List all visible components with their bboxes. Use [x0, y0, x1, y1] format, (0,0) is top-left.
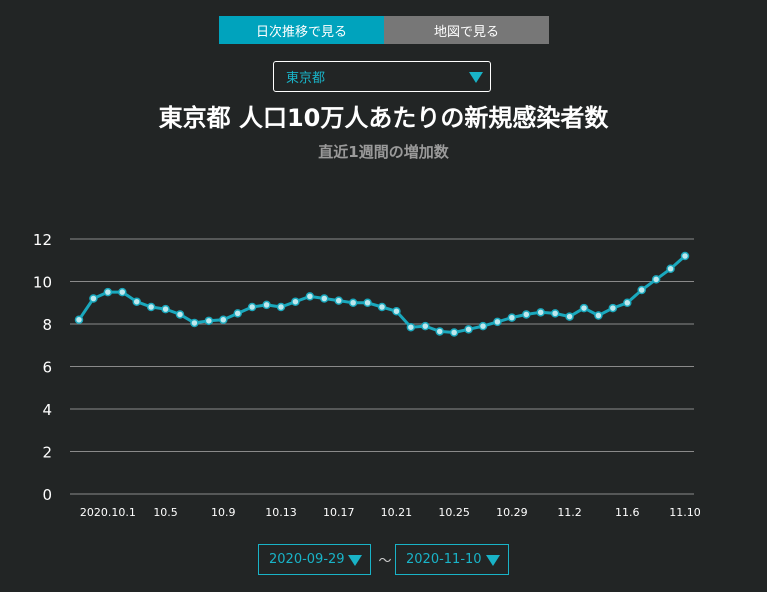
x-tick-label: 10.21: [381, 506, 413, 519]
series-line: [77, 254, 686, 334]
data-point: [377, 302, 387, 312]
x-tick-label: 10.5: [153, 506, 178, 519]
point-layer: [74, 251, 690, 337]
x-tick-label: 11.6: [615, 506, 640, 519]
tab-map[interactable]: 地図で見る: [384, 16, 549, 44]
data-point: [522, 310, 531, 319]
x-tick-label: 10.9: [211, 506, 236, 519]
data-point: [565, 312, 574, 321]
data-point: [637, 285, 646, 295]
series-layer: [77, 254, 686, 334]
data-point: [594, 311, 603, 320]
data-point: [435, 327, 444, 336]
data-point: [493, 317, 502, 327]
x-tick-label: 10.29: [496, 506, 528, 519]
x-axis-ticks: 2020.10.1 10.5 10.9 10.13 10.17 10.21 10.25 10.…: [80, 506, 701, 519]
end-date-select[interactable]: 2020-11-10: [395, 544, 509, 575]
data-point: [305, 292, 315, 301]
data-point: [608, 303, 618, 313]
chart-grid: [70, 238, 694, 495]
range-separator: 〜: [378, 554, 392, 569]
data-point: [579, 303, 589, 313]
data-point: [363, 298, 372, 307]
data-point: [132, 297, 141, 306]
data-point: [550, 309, 560, 318]
data-point: [247, 302, 257, 312]
data-point: [449, 328, 459, 337]
data-point: [680, 251, 690, 261]
data-point: [276, 302, 286, 312]
data-point: [421, 321, 430, 331]
data-point: [507, 313, 517, 322]
x-tick-label: 10.13: [265, 506, 297, 519]
data-point: [464, 325, 473, 334]
data-point: [118, 287, 127, 297]
y-tick-label: 10: [33, 274, 52, 292]
chevron-down-icon: [469, 72, 483, 83]
x-tick-label: 11.2: [557, 506, 582, 519]
y-tick-label: 0: [42, 486, 52, 504]
data-point: [74, 315, 84, 324]
data-point: [89, 294, 98, 303]
data-point: [392, 307, 401, 316]
chart-subtitle: 直近1週間の増加数: [318, 143, 449, 161]
prefecture-select-value: 東京都: [286, 71, 326, 86]
data-point: [175, 310, 185, 319]
y-tick-label: 8: [42, 316, 52, 334]
data-point: [146, 302, 156, 312]
data-point: [651, 275, 661, 284]
data-point: [406, 322, 416, 332]
y-tick-label: 2: [42, 444, 52, 462]
data-point: [190, 318, 199, 328]
data-point: [103, 287, 113, 297]
x-tick-label: 10.25: [438, 506, 470, 519]
tab-daily-trend[interactable]: 日次推移で見る: [219, 16, 384, 44]
data-point: [334, 296, 343, 305]
y-tick-label: 6: [42, 359, 52, 377]
chart-title: 東京都 人口10万人あたりの新規感染者数: [158, 104, 609, 132]
y-axis-ticks: 0 2 4 6 8 10 12: [33, 231, 52, 504]
start-date-select[interactable]: 2020-09-29: [258, 544, 371, 575]
x-tick-label: 11.10: [669, 506, 701, 519]
data-point: [233, 309, 242, 318]
chevron-down-icon: [348, 555, 362, 566]
data-point: [291, 297, 300, 306]
data-point: [320, 294, 329, 303]
chevron-down-icon: [486, 555, 500, 566]
data-point: [204, 316, 214, 326]
data-point: [666, 264, 675, 273]
data-point: [262, 300, 271, 310]
y-tick-label: 12: [33, 231, 52, 249]
data-point: [219, 315, 228, 324]
prefecture-select[interactable]: 東京都: [273, 61, 491, 92]
start-date-value: 2020-09-29: [269, 552, 345, 567]
data-point: [478, 321, 488, 331]
data-point: [161, 304, 170, 314]
view-tabs: 日次推移で見る 地図で見る: [219, 16, 549, 44]
x-tick-label: 10.17: [323, 506, 355, 519]
data-point: [348, 298, 358, 307]
data-point: [623, 298, 632, 307]
end-date-value: 2020-11-10: [406, 552, 482, 567]
y-tick-label: 4: [42, 401, 52, 419]
x-tick-label: 2020.10.1: [80, 506, 136, 519]
data-point: [536, 308, 545, 317]
